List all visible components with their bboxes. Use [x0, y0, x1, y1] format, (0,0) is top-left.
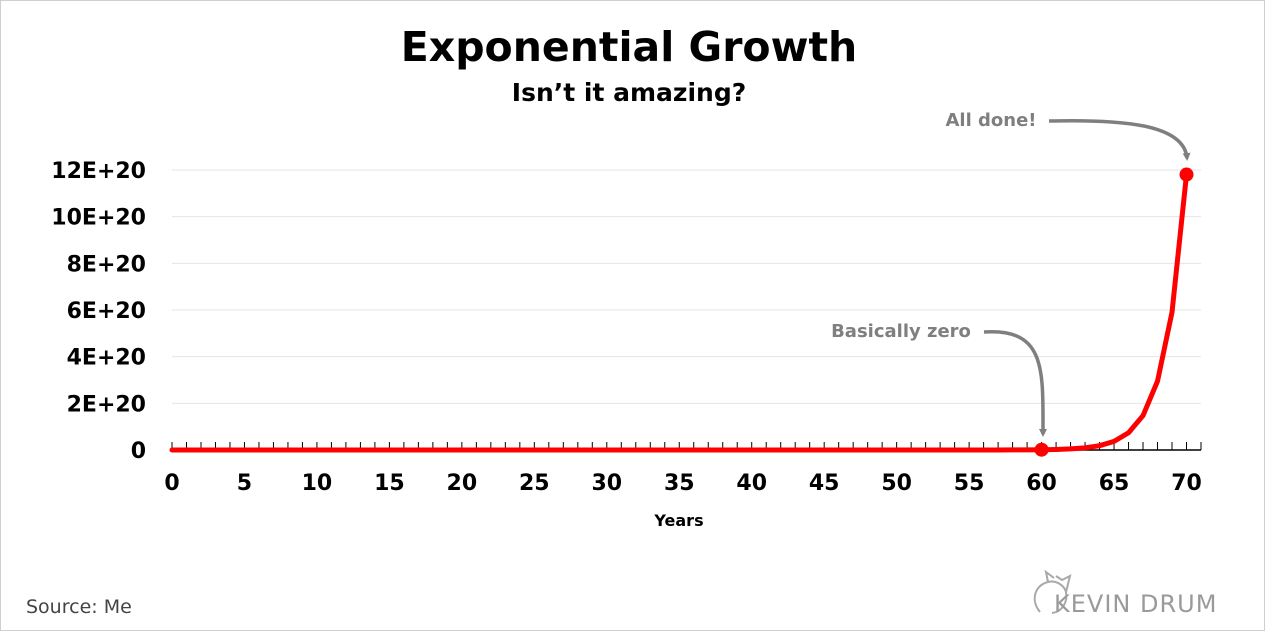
annotation-arrow-all-done: [1048, 118, 1191, 161]
chart-subtitle: Isn’t it amazing?: [512, 78, 746, 107]
source-note: Source: Me: [26, 596, 132, 618]
x-tick-label: 30: [591, 471, 622, 496]
series-line: [169, 172, 1190, 453]
x-tick-label: 70: [1171, 471, 1202, 496]
x-tick-label: 45: [809, 471, 840, 496]
marker-basically-zero: [1034, 442, 1049, 457]
y-tick-label: 0: [131, 439, 146, 464]
y-tick-labels: 0 2E+20 4E+20 6E+20 8E+20 10E+20 12E+20: [51, 159, 146, 464]
x-tick-label: 20: [447, 471, 478, 496]
annotation-layer: Basically zero All done!: [831, 110, 1191, 437]
x-tick-label: 10: [302, 471, 333, 496]
x-tick-label: 25: [519, 471, 550, 496]
annotation-basically-zero: Basically zero: [831, 321, 971, 342]
marker-all-done: [1179, 167, 1194, 182]
cat-logo-icon: [1033, 569, 1072, 614]
x-tick-label: 60: [1026, 471, 1057, 496]
y-tick-label: 12E+20: [51, 159, 146, 184]
grid-layer: [172, 169, 1201, 451]
x-axis-label: Years: [653, 511, 703, 530]
y-tick-label: 6E+20: [67, 299, 146, 324]
annotation-all-done: All done!: [945, 110, 1036, 131]
x-tick-label: 65: [1099, 471, 1130, 496]
marker-layer: [1034, 167, 1194, 457]
x-tick-label: 40: [736, 471, 767, 496]
y-tick-label: 4E+20: [67, 346, 146, 371]
brand-logo: KEVIN DRUM: [1033, 569, 1217, 618]
annotation-arrow-basically-zero: [983, 330, 1048, 437]
x-tick-label: 15: [374, 471, 405, 496]
x-tick-label: 50: [881, 471, 912, 496]
x-tick-label: 35: [664, 471, 695, 496]
y-tick-label: 10E+20: [51, 206, 146, 231]
x-tick-label: 55: [954, 471, 985, 496]
brand-name: KEVIN DRUM: [1054, 590, 1217, 618]
x-tick-labels: 0 5 10 15 20 25 30 35 40 45 50 55 60 65 70: [164, 471, 1201, 496]
y-tick-label: 2E+20: [67, 392, 146, 417]
x-tick-label: 0: [164, 471, 179, 496]
y-tick-label: 8E+20: [67, 252, 146, 277]
chart-title: Exponential Growth: [401, 23, 858, 71]
x-tick-label: 5: [237, 471, 252, 496]
